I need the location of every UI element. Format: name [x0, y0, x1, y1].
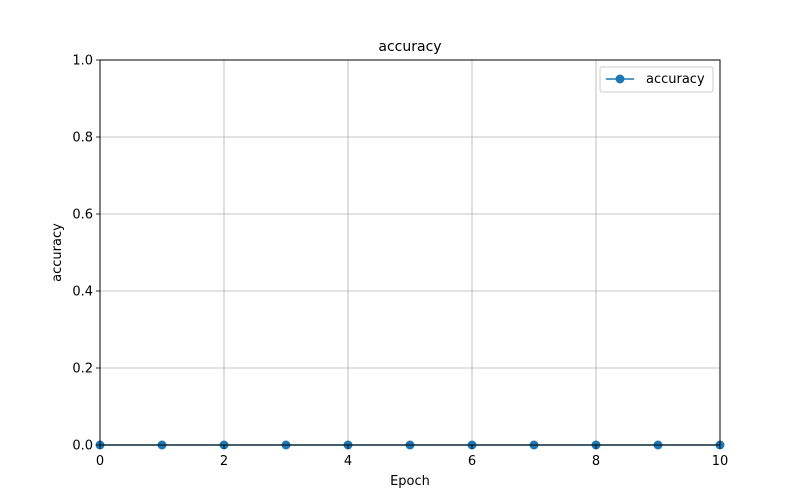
grid-lines — [99, 59, 721, 446]
x-tick-label: 6 — [468, 454, 476, 469]
x-tick-label: 10 — [712, 454, 729, 469]
legend-box — [599, 66, 714, 93]
x-tick-label: 8 — [592, 454, 600, 469]
y-axis-label: accuracy — [50, 223, 65, 282]
legend-series-label: accuracy — [646, 72, 705, 87]
y-tick-label: 0.4 — [72, 285, 93, 300]
x-tick-label: 4 — [344, 454, 352, 469]
x-axis-label: Epoch — [390, 474, 430, 489]
x-tick-label: 0 — [96, 454, 104, 469]
axis-ticks: 0 2 4 6 8 10 0.0 0.2 0.4 0.6 0.8 1.0 — [72, 54, 728, 470]
chart-title: accuracy — [378, 39, 441, 55]
y-tick-label: 0.0 — [72, 439, 93, 454]
x-tick-label: 2 — [220, 454, 228, 469]
y-tick-label: 0.6 — [72, 208, 93, 223]
legend-series-marker — [615, 74, 625, 84]
y-tick-label: 0.8 — [72, 131, 93, 146]
y-tick-label: 0.2 — [72, 362, 93, 377]
legend: accuracy — [599, 66, 714, 93]
plot-area-frame — [99, 59, 721, 446]
y-tick-label: 1.0 — [72, 54, 93, 69]
